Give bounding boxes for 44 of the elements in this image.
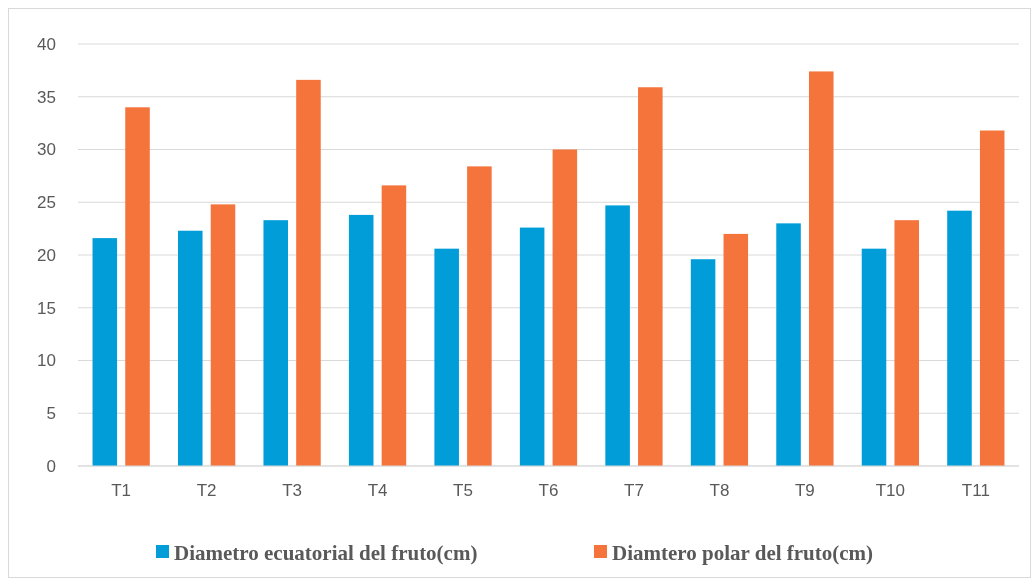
bar <box>178 230 203 466</box>
bar <box>861 248 887 466</box>
y-tick-label: 40 <box>37 34 56 54</box>
bar <box>776 223 801 466</box>
y-tick-label: 0 <box>46 456 56 476</box>
bar <box>894 220 919 466</box>
bar <box>434 248 459 466</box>
x-tick-label: T10 <box>875 481 906 500</box>
y-tick-label: 30 <box>37 140 56 160</box>
bar <box>723 233 749 466</box>
bar <box>263 220 289 466</box>
legend-label: Diametro ecuatorial del fruto(cm) <box>174 541 478 566</box>
bar <box>947 210 972 466</box>
y-tick-label: 10 <box>37 351 56 371</box>
y-tick-label: 35 <box>37 87 56 107</box>
y-tick-label: 20 <box>37 245 56 265</box>
x-tick-label: T1 <box>111 481 132 500</box>
x-tick-label: T6 <box>538 481 559 500</box>
y-tick-label: 15 <box>37 298 56 318</box>
bar <box>552 149 578 466</box>
legend-label: Diamtero polar del fruto(cm) <box>612 541 874 566</box>
bar <box>808 71 834 466</box>
bar <box>210 204 236 466</box>
bar <box>92 238 118 466</box>
x-tick-label: T5 <box>453 481 473 500</box>
bar <box>467 166 492 466</box>
y-tick-label: 5 <box>46 404 56 424</box>
bar <box>381 185 407 466</box>
x-tick-label: T8 <box>709 481 730 500</box>
bar <box>979 130 1005 466</box>
x-tick-label: T2 <box>196 481 217 500</box>
x-tick-label: T11 <box>961 481 990 500</box>
x-tick-label: T7 <box>624 481 644 500</box>
bar <box>519 227 545 466</box>
x-tick-label: T3 <box>282 481 303 500</box>
x-tick-label: T9 <box>794 481 815 500</box>
x-tick-label: T4 <box>367 481 388 500</box>
bar <box>125 107 150 466</box>
bar <box>605 205 630 466</box>
y-tick-label: 25 <box>37 193 56 213</box>
bar <box>296 79 321 466</box>
bar <box>348 214 374 466</box>
bar <box>690 259 716 466</box>
bar <box>638 87 663 466</box>
